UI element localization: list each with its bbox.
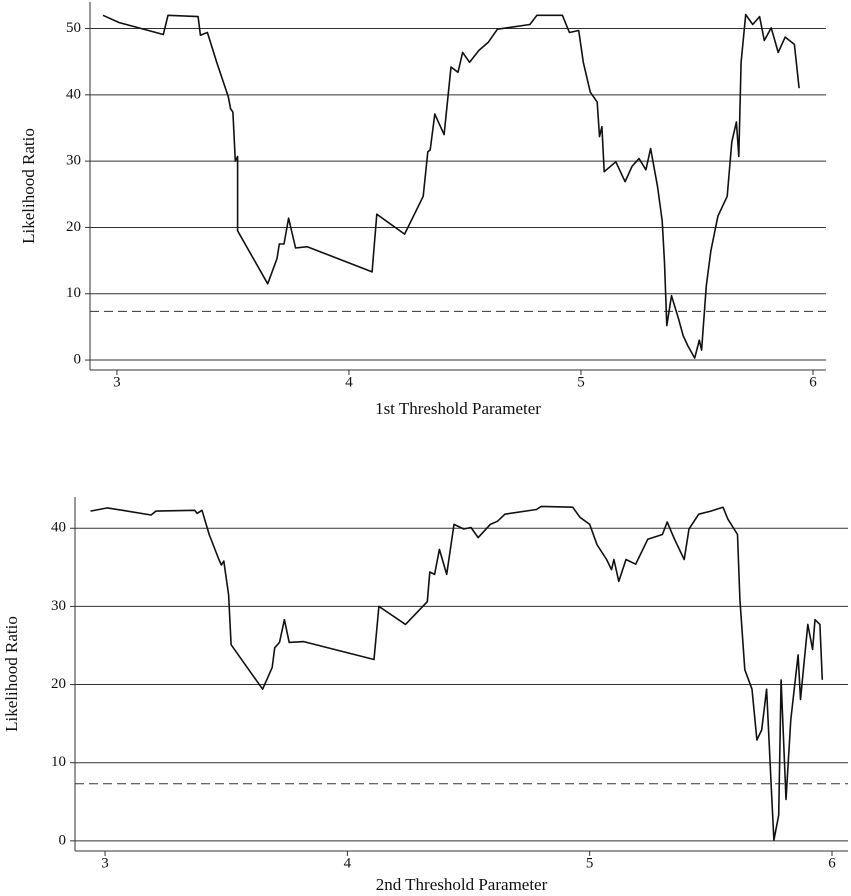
x-tick-label: 5	[577, 374, 585, 390]
y-tick-label: 20	[66, 219, 81, 235]
x-axis-title: 1st Threshold Parameter	[375, 399, 541, 418]
y-tick-label: 10	[51, 754, 66, 770]
x-tick-label: 5	[586, 855, 594, 871]
x-tick-label: 4	[345, 374, 353, 390]
x-tick-label: 6	[828, 855, 836, 871]
y-tick-label: 20	[51, 676, 66, 692]
x-axis-title: 2nd Threshold Parameter	[376, 875, 548, 894]
y-tick-label: 50	[66, 20, 81, 36]
y-tick-label: 30	[66, 153, 81, 169]
x-tick-label: 6	[809, 374, 817, 390]
y-tick-label: 10	[66, 285, 81, 301]
x-tick-label: 4	[344, 855, 352, 871]
y-tick-label: 40	[66, 86, 81, 102]
y-tick-label: 30	[51, 598, 66, 614]
data-line	[90, 505, 824, 841]
y-axis-title: Likelihood Ratio	[2, 616, 21, 732]
y-tick-label: 40	[51, 520, 66, 536]
data-line	[102, 13, 800, 359]
y-axis-title: Likelihood Ratio	[19, 128, 38, 244]
y-tick-label: 0	[74, 351, 82, 367]
y-tick-label: 0	[59, 832, 67, 848]
x-tick-label: 3	[101, 855, 109, 871]
x-tick-label: 3	[113, 374, 121, 390]
